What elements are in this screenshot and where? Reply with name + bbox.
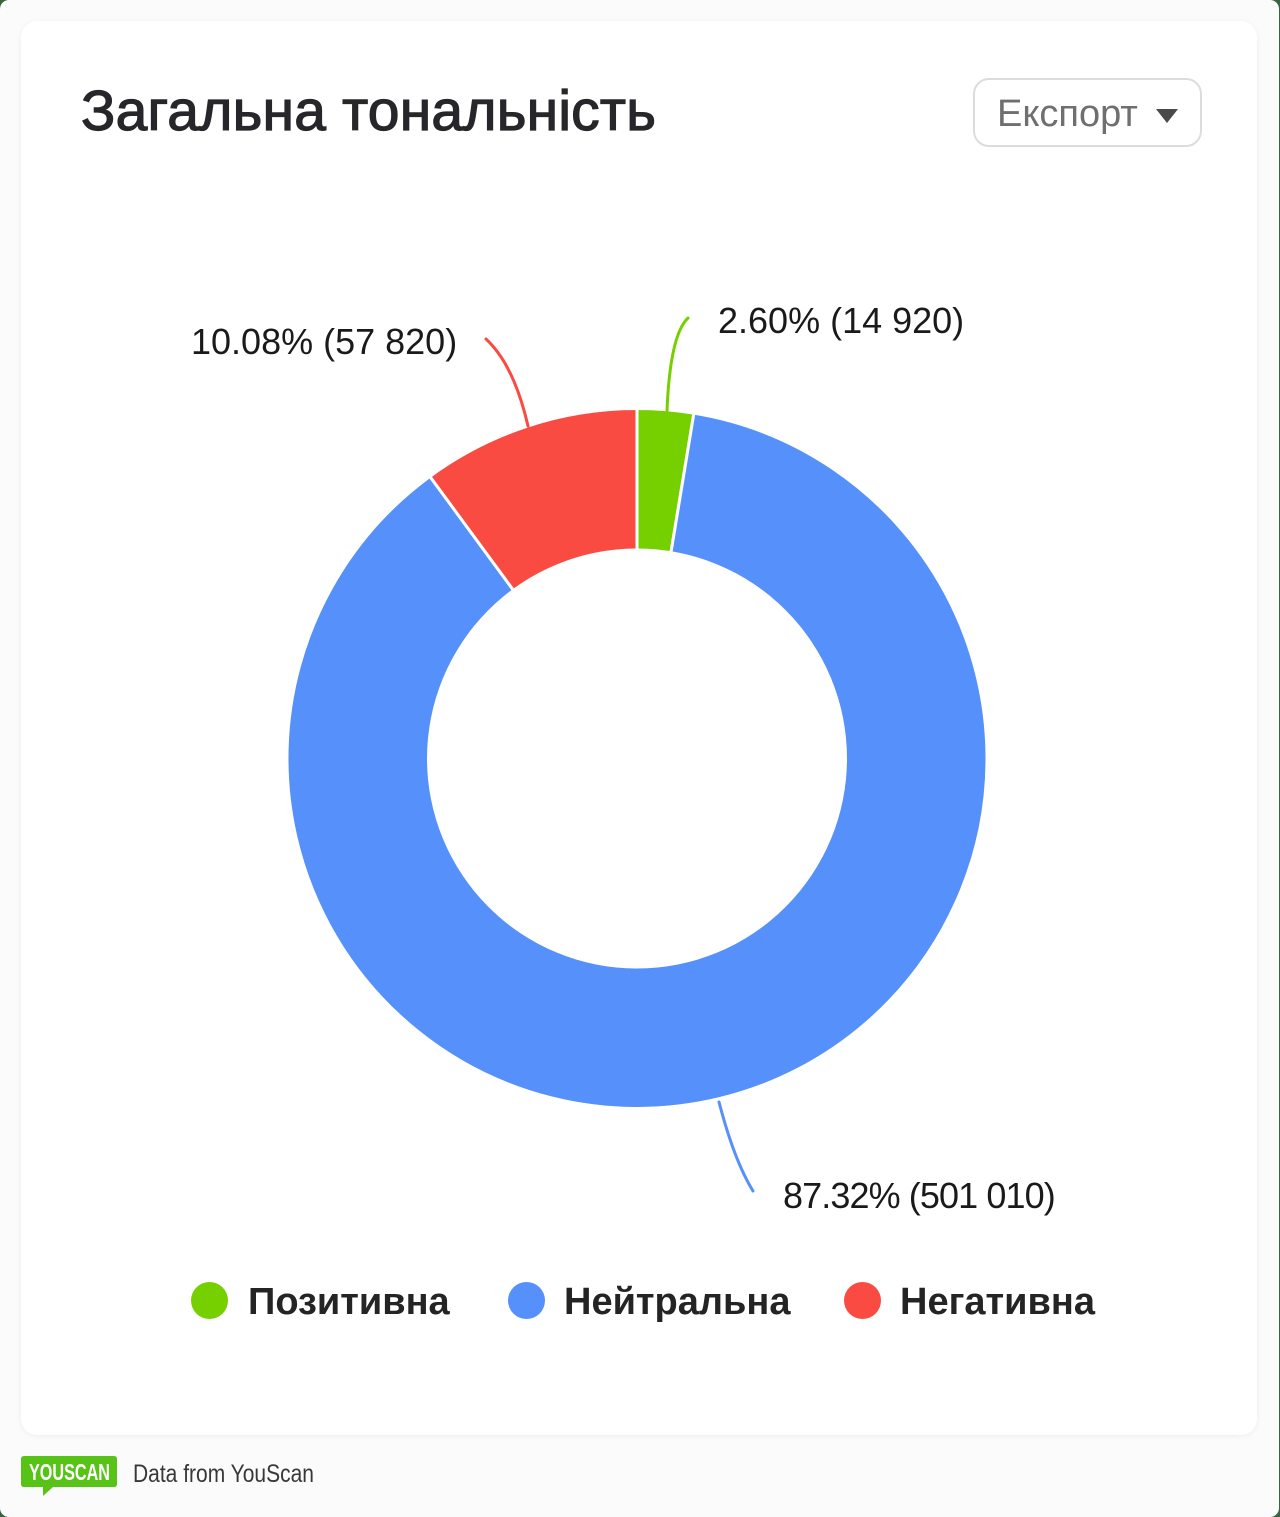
svg-text:YOUSCAN: YOUSCAN [29, 1459, 110, 1485]
